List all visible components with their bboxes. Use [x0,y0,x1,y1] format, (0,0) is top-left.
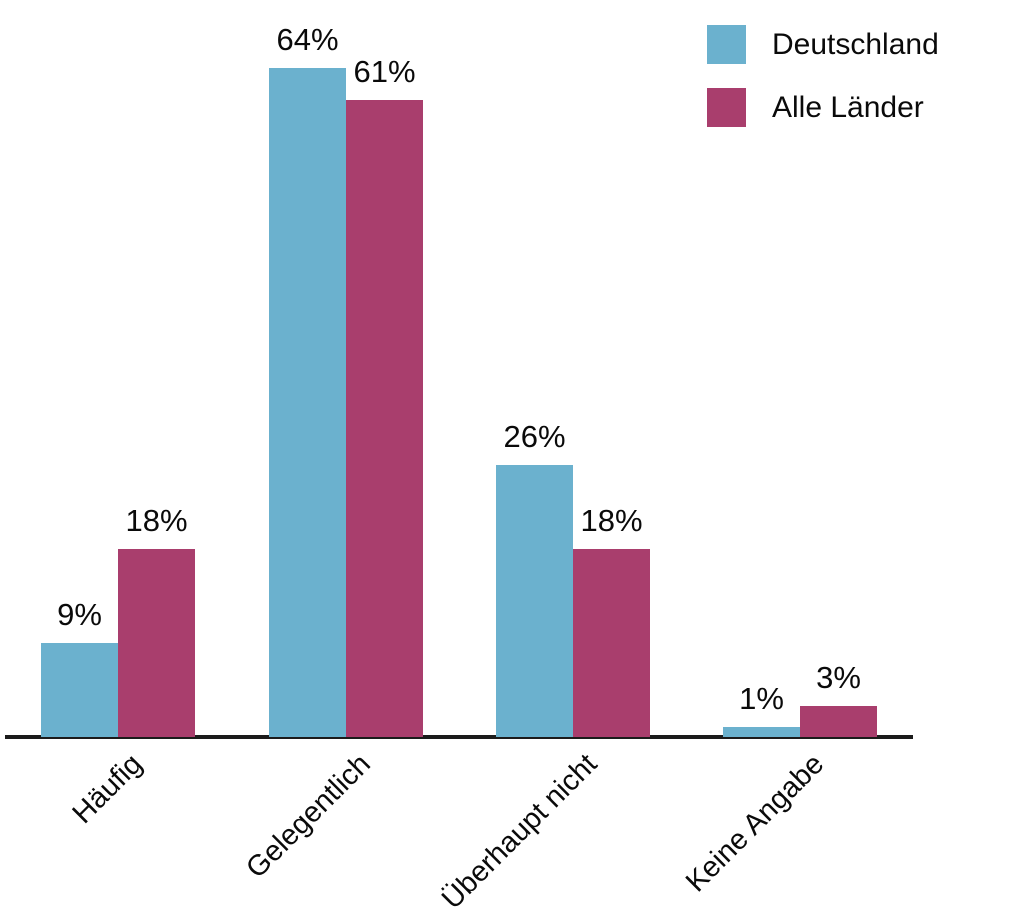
value-label-deutschland-ueberhaupt-nicht: 26% [503,419,566,454]
legend-swatch-deutschland-icon [707,25,746,64]
value-label-alle-laender-ueberhaupt-nicht: 18% [580,503,643,538]
bar-alle-laender-keine-angabe [800,706,877,737]
category-label-keine-angabe: Keine Angabe [680,748,831,899]
legend-label-deutschland: Deutschland [772,28,939,61]
value-label-deutschland-keine-angabe: 1% [739,681,784,716]
legend-item-deutschland: Deutschland [707,25,939,64]
bar-alle-laender-haeufig [118,549,195,737]
bar-deutschland-keine-angabe [723,727,800,737]
value-label-alle-laender-haeufig: 18% [125,503,188,538]
value-label-alle-laender-gelegentlich: 61% [353,54,416,89]
legend-item-alle-laender: Alle Länder [707,88,939,127]
category-label-box-keine-angabe: Keine Angabe [468,748,830,898]
legend-swatch-alle-laender-icon [707,88,746,127]
bar-alle-laender-gelegentlich [346,100,423,737]
value-label-alle-laender-keine-angabe: 3% [816,660,861,695]
bar-deutschland-gelegentlich [269,68,346,737]
bar-deutschland-haeufig [41,643,118,737]
legend: Deutschland Alle Länder [707,25,939,127]
x-axis-line [5,735,913,739]
legend-label-alle-laender: Alle Länder [772,91,924,124]
value-label-deutschland-gelegentlich: 64% [276,22,339,57]
bar-deutschland-ueberhaupt-nicht [496,465,573,737]
bar-alle-laender-ueberhaupt-nicht [573,549,650,737]
value-label-deutschland-haeufig: 9% [57,597,102,632]
